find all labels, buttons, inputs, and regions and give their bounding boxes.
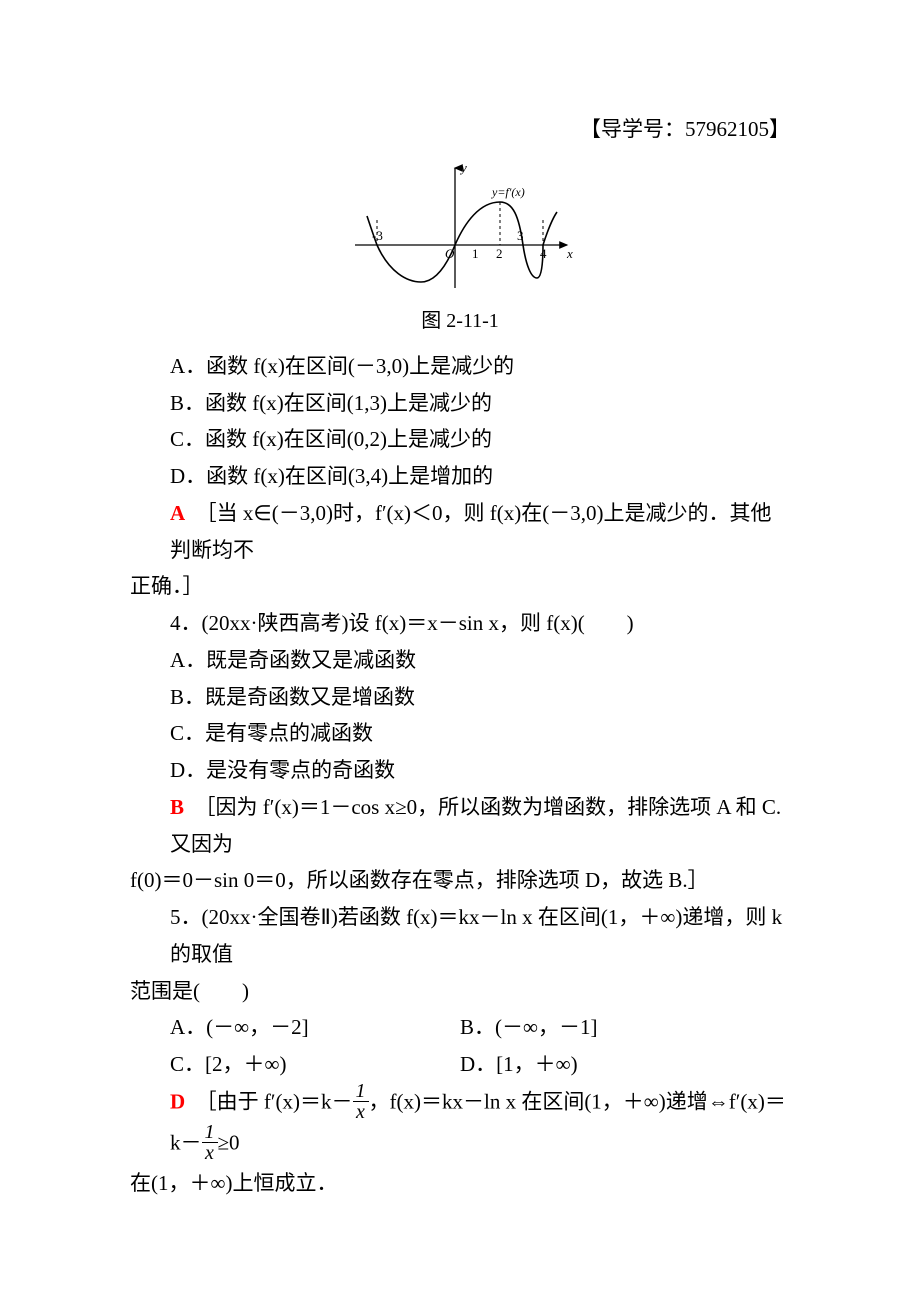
axis-x-label: x	[566, 246, 573, 261]
q5-option-b: B．(－∞，－1]	[460, 1009, 790, 1046]
tick-neg3: -3	[372, 228, 383, 243]
q4-answer-line2: f(0)＝0－sin 0＝0，所以函数存在零点，排除选项 D，故选 B.］	[130, 862, 790, 899]
q4-answer-key: B	[170, 795, 184, 819]
q4-answer-text1: ［因为 f′(x)＝1－cos x≥0，所以函数为增函数，排除选项 A 和 C.…	[170, 795, 781, 856]
tick-1: 1	[472, 246, 479, 261]
q5-option-c: C．[2，＋∞)	[170, 1046, 460, 1083]
q5-options-row1: A．(－∞，－2] B．(－∞，－1]	[130, 1009, 790, 1046]
q4-option-d: D．是没有零点的奇函数	[130, 752, 790, 789]
tick-2: 2	[496, 246, 503, 261]
q5-stem-line1: 5．(20xx·全国卷Ⅱ)若函数 f(x)＝kx－ln x 在区间(1，＋∞)递…	[130, 899, 790, 973]
q5-stem-line2: 范围是( )	[130, 973, 790, 1010]
q5-answer-key: D	[170, 1089, 185, 1113]
q3-answer-line1: A ［当 x∈(－3,0)时，f′(x)＜0，则 f(x)在(－3,0)上是减少…	[130, 495, 790, 569]
q5-answer-tail: ≥0	[218, 1130, 240, 1154]
q4-option-b: B．既是奇函数又是增函数	[130, 679, 790, 716]
q3-option-a: A．函数 f(x)在区间(－3,0)上是减少的	[130, 348, 790, 385]
q5-options-row2: C．[2，＋∞) D．[1，＋∞)	[130, 1046, 790, 1083]
axis-y-label: y	[459, 160, 467, 175]
q4-option-c: C．是有零点的减函数	[130, 715, 790, 752]
q3-answer-line2: 正确．］	[130, 568, 790, 605]
tick-4: 4	[540, 246, 547, 261]
q5-answer-prefix: ［由于 f′(x)＝k－	[206, 1089, 352, 1113]
q3-answer-key: A	[170, 501, 185, 525]
q3-option-b: B．函数 f(x)在区间(1,3)上是减少的	[130, 385, 790, 422]
q4-stem: 4．(20xx·陕西高考)设 f(x)＝x－sin x，则 f(x)( )	[130, 605, 790, 642]
figure-caption: 图 2-11-1	[130, 302, 790, 340]
fraction-1-over-x-2: 1x	[202, 1122, 218, 1163]
q5-option-d: D．[1，＋∞)	[460, 1046, 790, 1083]
figure-graph: -3 O 1 2 3 4 x y y=f′(x) 图 2-11-1	[130, 160, 790, 340]
origin-label: O	[445, 246, 455, 261]
q5-option-a: A．(－∞，－2]	[170, 1009, 460, 1046]
guide-id-label: 【导学号：57962105】	[130, 110, 790, 150]
q3-answer-text1: ［当 x∈(－3,0)时，f′(x)＜0，则 f(x)在(－3,0)上是减少的．…	[170, 501, 772, 562]
tick-3: 3	[517, 228, 524, 243]
fraction-1-over-x-1: 1x	[353, 1081, 369, 1122]
derivative-plot-svg: -3 O 1 2 3 4 x y y=f′(x)	[345, 160, 575, 300]
q5-answer-line1: D ［由于 f′(x)＝k－1x，f(x)＝kx－ln x 在区间(1，＋∞)递…	[130, 1083, 790, 1165]
q5-answer-line2: 在(1，＋∞)上恒成立．	[130, 1165, 790, 1202]
q3-option-d: D．函数 f(x)在区间(3,4)上是增加的	[130, 458, 790, 495]
q3-option-c: C．函数 f(x)在区间(0,2)上是减少的	[130, 421, 790, 458]
curve-label: y=f′(x)	[491, 185, 525, 199]
q4-option-a: A．既是奇函数又是减函数	[130, 642, 790, 679]
q4-answer-line1: B ［因为 f′(x)＝1－cos x≥0，所以函数为增函数，排除选项 A 和 …	[130, 789, 790, 863]
